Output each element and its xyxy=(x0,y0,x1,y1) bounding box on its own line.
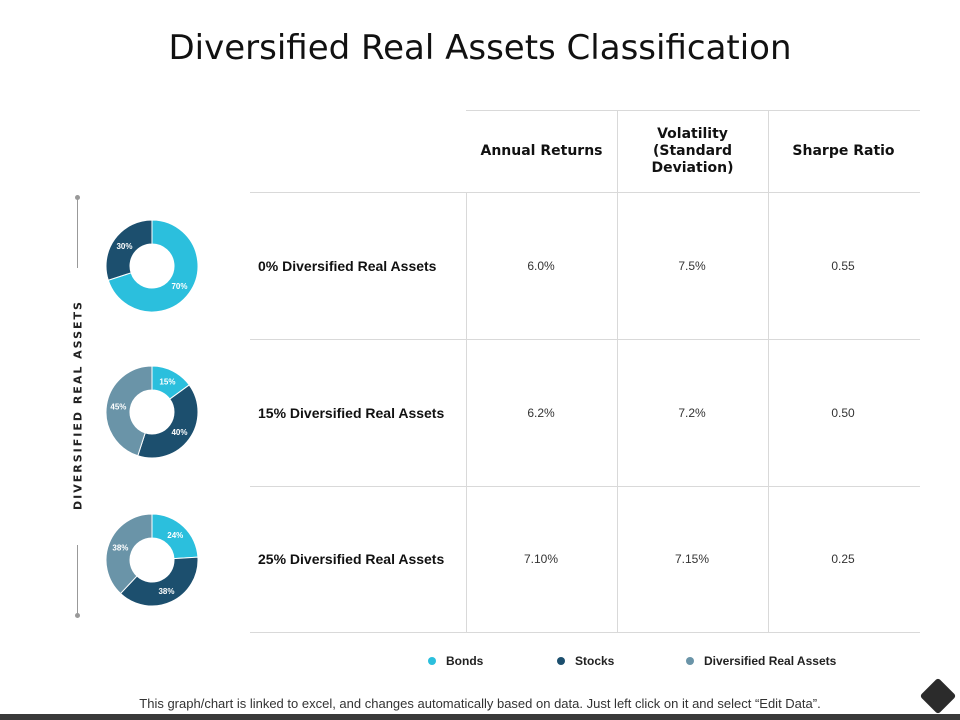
donut-slice-diversified-real-assets xyxy=(105,365,153,457)
footer-note: This graph/chart is linked to excel, and… xyxy=(139,696,821,711)
side-line-top xyxy=(77,198,78,268)
donut-slice-stocks xyxy=(105,219,153,281)
legend-swatch-stocks xyxy=(557,657,565,665)
header-annual-returns: Annual Returns xyxy=(480,142,603,159)
donut-slice-stocks xyxy=(119,556,199,607)
header-sharpe-ratio: Sharpe Ratio xyxy=(792,142,895,159)
cell-sharpe-ratio: 0.55 xyxy=(831,259,855,273)
row-label: 15% Diversified Real Assets xyxy=(258,405,445,421)
donut-data-label: 40% xyxy=(171,428,187,437)
page-title: Diversified Real Assets Classification xyxy=(168,28,792,68)
side-dot-top xyxy=(75,195,80,200)
table-bottom-line xyxy=(250,632,920,633)
table-col-line xyxy=(617,110,618,632)
side-dot-bottom xyxy=(75,613,80,618)
cell-sharpe-ratio: 0.25 xyxy=(831,552,855,566)
bottom-bar xyxy=(0,714,960,720)
row-label: 25% Diversified Real Assets xyxy=(258,551,445,567)
donut-slice-bonds xyxy=(107,219,199,313)
cell-annual-returns: 7.10% xyxy=(523,552,559,566)
donut-data-label: 38% xyxy=(158,587,174,596)
table-top-line xyxy=(466,110,920,111)
header-volatility: Volatility (Standard Deviation) xyxy=(651,125,734,176)
legend-label: Diversified Real Assets xyxy=(704,654,837,668)
table-header-line xyxy=(250,192,920,193)
donut-slice-stocks xyxy=(137,384,199,459)
legend-item-stocks: Stocks xyxy=(557,654,614,668)
table-col-line xyxy=(768,110,769,632)
legend-swatch-diversified xyxy=(686,657,694,665)
donut-data-label: 30% xyxy=(116,242,132,251)
legend-item-diversified: Diversified Real Assets xyxy=(686,654,836,668)
table-col-line xyxy=(466,192,467,632)
legend-label: Bonds xyxy=(446,654,484,668)
donut-slice-diversified-real-assets xyxy=(105,513,153,595)
cell-volatility: 7.2% xyxy=(678,406,706,420)
legend-label: Stocks xyxy=(575,654,615,668)
cell-volatility: 7.5% xyxy=(678,259,706,273)
donut-data-label: 45% xyxy=(110,403,126,412)
cell-annual-returns: 6.2% xyxy=(527,406,555,420)
legend-swatch-bonds xyxy=(428,657,436,665)
donut-data-label: 24% xyxy=(167,531,183,540)
donut-charts: 70% 30% 15% 40% 45% 24% 38% 38% xyxy=(105,219,199,607)
legend-item-bonds: Bonds xyxy=(428,654,483,668)
cell-annual-returns: 6.0% xyxy=(527,259,555,273)
side-line-bottom xyxy=(77,545,78,615)
table-row-line xyxy=(250,486,920,487)
donut-data-label: 38% xyxy=(112,543,128,552)
table-row-line xyxy=(250,339,920,340)
cell-sharpe-ratio: 0.50 xyxy=(831,406,855,420)
donut-data-label: 70% xyxy=(171,282,187,291)
cell-volatility: 7.15% xyxy=(674,552,710,566)
donut-data-label: 15% xyxy=(159,378,175,387)
row-label: 0% Diversified Real Assets xyxy=(258,258,437,274)
